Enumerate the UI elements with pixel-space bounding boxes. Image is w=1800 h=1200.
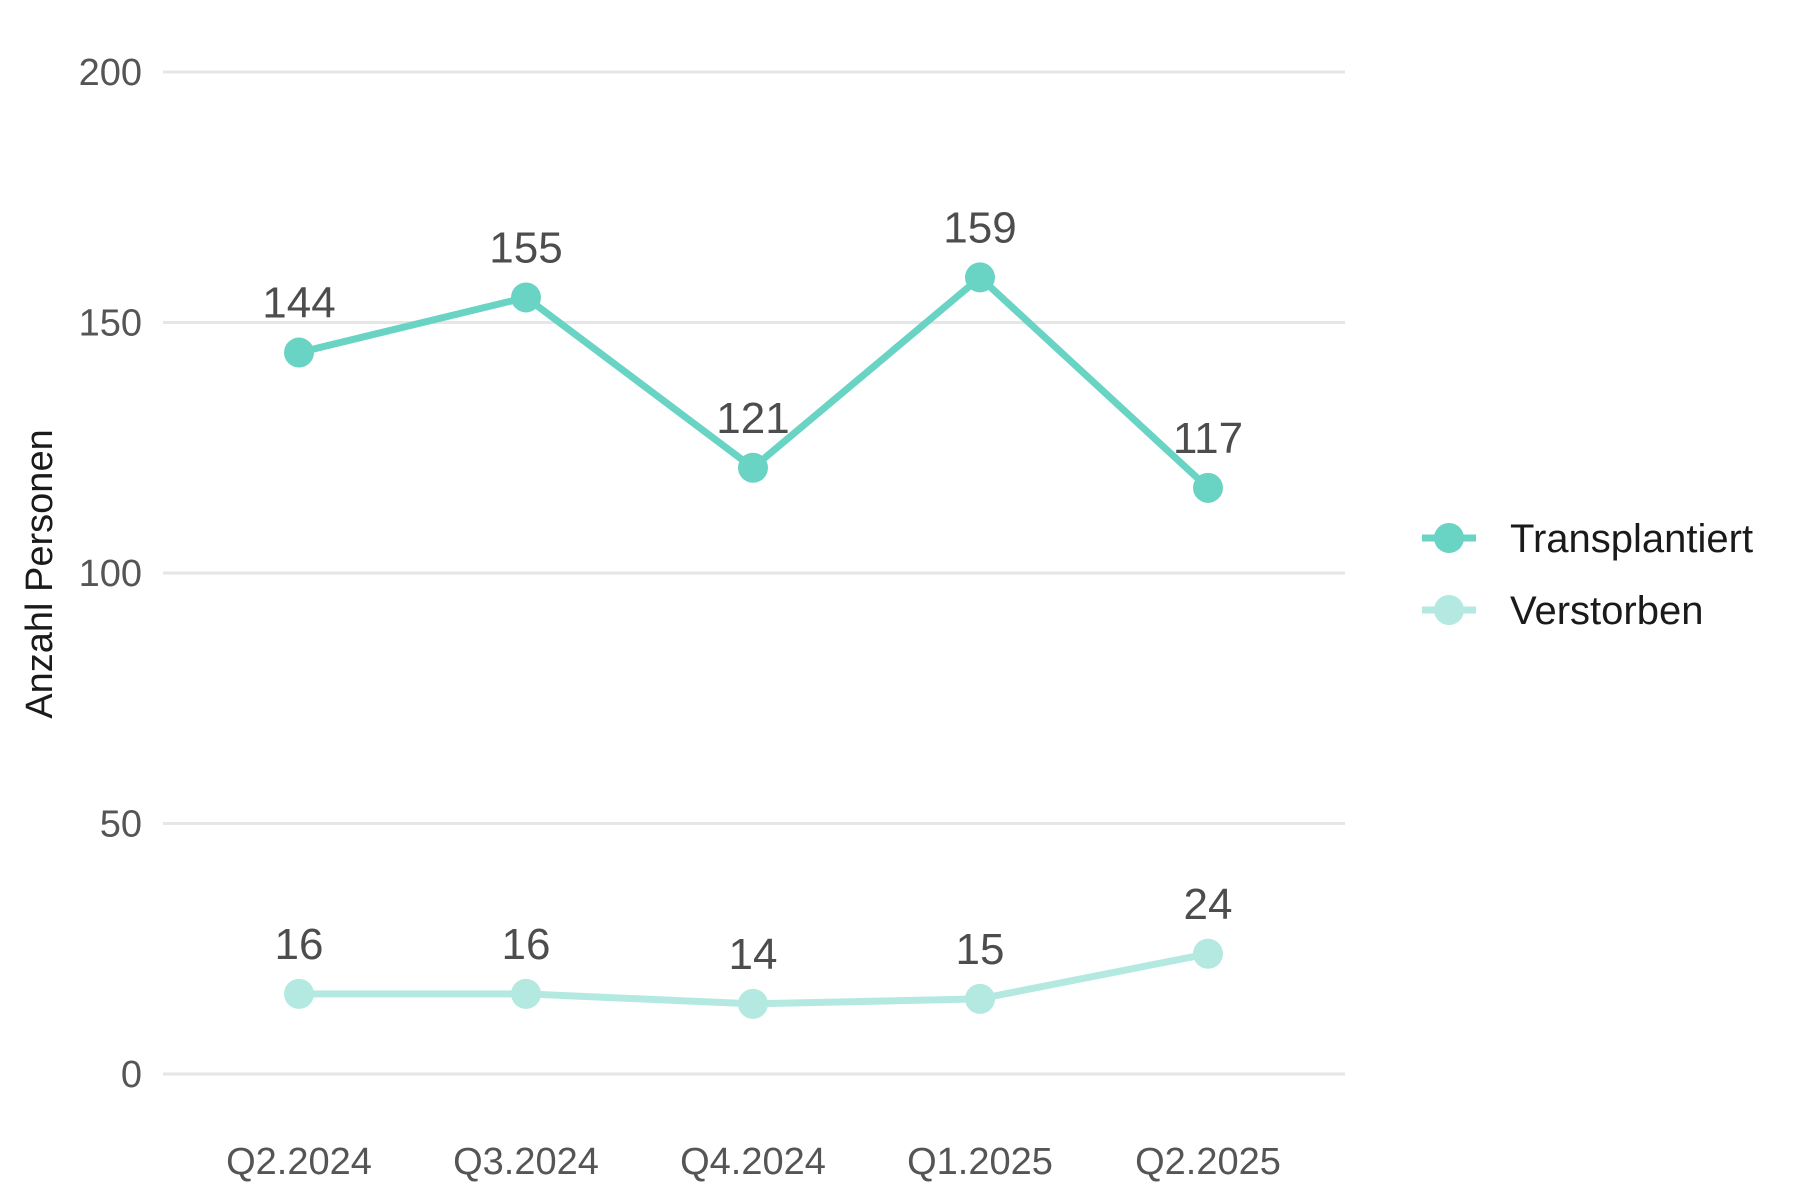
legend: Transplantiert Verstorben — [1422, 517, 1753, 633]
x-tick-label: Q4.2024 — [680, 1141, 826, 1183]
series-verstorben — [284, 938, 1223, 1019]
x-tick-label: Q2.2024 — [226, 1141, 372, 1183]
y-tick-label: 100 — [79, 553, 142, 595]
series-transplantiert — [284, 262, 1223, 503]
data-point — [965, 262, 995, 293]
legend-item-transplantiert: Transplantiert — [1422, 517, 1753, 561]
data-label: 144 — [262, 279, 335, 328]
legend-marker — [1434, 523, 1464, 553]
x-tick-label: Q1.2025 — [907, 1141, 1053, 1183]
data-point — [511, 978, 541, 1009]
data-label: 16 — [275, 920, 324, 969]
data-point — [738, 988, 768, 1019]
data-label: 14 — [729, 930, 778, 979]
x-tick-label: Q3.2024 — [453, 1141, 599, 1183]
legend-label: Verstorben — [1510, 589, 1703, 633]
data-point — [965, 983, 995, 1014]
legend-label: Transplantiert — [1510, 517, 1753, 561]
y-axis-ticks: 0 50 100 150 200 — [79, 52, 142, 1096]
y-axis-title: Anzahl Personen — [19, 429, 61, 718]
x-axis-ticks: Q2.2024 Q3.2024 Q4.2024 Q1.2025 Q2.2025 — [226, 1141, 1281, 1183]
legend-item-verstorben: Verstorben — [1422, 589, 1703, 633]
y-tick-label: 0 — [121, 1054, 142, 1096]
data-point — [738, 452, 768, 483]
series-lines — [284, 262, 1223, 1019]
x-tick-label: Q2.2025 — [1135, 1141, 1281, 1183]
data-point — [1193, 938, 1223, 969]
y-tick-label: 200 — [79, 52, 142, 94]
legend-marker — [1434, 595, 1464, 625]
data-label: 15 — [956, 925, 1005, 974]
data-label: 24 — [1184, 880, 1233, 929]
data-label: 159 — [943, 203, 1016, 252]
data-point — [284, 978, 314, 1009]
data-point — [1193, 472, 1223, 503]
gridlines — [163, 70, 1345, 1076]
y-tick-label: 150 — [79, 303, 142, 345]
data-label: 117 — [1173, 414, 1243, 463]
data-label: 121 — [716, 394, 789, 443]
y-tick-label: 50 — [100, 804, 142, 846]
data-labels: 144 155 121 159 117 16 16 14 15 24 — [262, 203, 1243, 978]
data-label: 16 — [502, 920, 551, 969]
data-point — [511, 282, 541, 313]
data-point — [284, 337, 314, 368]
data-label: 155 — [489, 223, 562, 272]
